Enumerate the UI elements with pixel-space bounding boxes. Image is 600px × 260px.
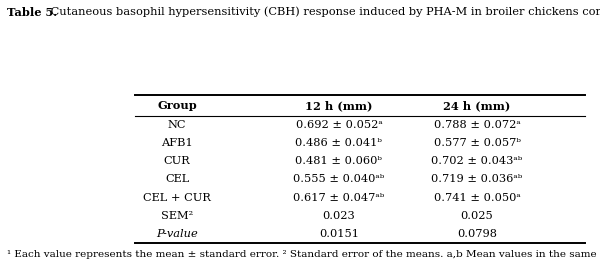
- Text: 0.719 ± 0.036ᵃᵇ: 0.719 ± 0.036ᵃᵇ: [431, 174, 523, 184]
- Text: 0.741 ± 0.050ᵃ: 0.741 ± 0.050ᵃ: [434, 193, 520, 203]
- Text: 0.025: 0.025: [461, 211, 493, 221]
- Text: CUR: CUR: [164, 156, 190, 166]
- Text: P-value: P-value: [156, 229, 198, 239]
- Text: 0.702 ± 0.043ᵃᵇ: 0.702 ± 0.043ᵃᵇ: [431, 156, 523, 166]
- Text: Cutaneous basophil hypersensitivity (CBH) response induced by PHA-M in broiler c: Cutaneous basophil hypersensitivity (CBH…: [47, 6, 600, 17]
- Text: 0.486 ± 0.041ᵇ: 0.486 ± 0.041ᵇ: [295, 138, 383, 148]
- Text: ¹ Each value represents the mean ± standard error. ² Standard error of the means: ¹ Each value represents the mean ± stand…: [7, 250, 600, 260]
- Text: 0.023: 0.023: [323, 211, 355, 221]
- Text: 12 h (mm): 12 h (mm): [305, 100, 373, 111]
- Text: AFB1: AFB1: [161, 138, 193, 148]
- Text: CEL: CEL: [165, 174, 189, 184]
- Text: 0.481 ± 0.060ᵇ: 0.481 ± 0.060ᵇ: [295, 156, 383, 166]
- Text: Group: Group: [157, 100, 197, 111]
- Text: CEL + CUR: CEL + CUR: [143, 193, 211, 203]
- Text: 0.617 ± 0.047ᵃᵇ: 0.617 ± 0.047ᵃᵇ: [293, 193, 385, 203]
- Text: 0.0151: 0.0151: [319, 229, 359, 239]
- Text: 24 h (mm): 24 h (mm): [443, 100, 511, 111]
- Text: 0.692 ± 0.052ᵃ: 0.692 ± 0.052ᵃ: [296, 120, 382, 130]
- Text: 0.788 ± 0.072ᵃ: 0.788 ± 0.072ᵃ: [434, 120, 520, 130]
- Text: 0.0798: 0.0798: [457, 229, 497, 239]
- Text: 0.555 ± 0.040ᵃᵇ: 0.555 ± 0.040ᵃᵇ: [293, 174, 385, 184]
- Text: SEM²: SEM²: [161, 211, 193, 221]
- Text: NC: NC: [168, 120, 186, 130]
- Text: Table 5.: Table 5.: [7, 6, 58, 17]
- Text: 0.577 ± 0.057ᵇ: 0.577 ± 0.057ᵇ: [433, 138, 521, 148]
